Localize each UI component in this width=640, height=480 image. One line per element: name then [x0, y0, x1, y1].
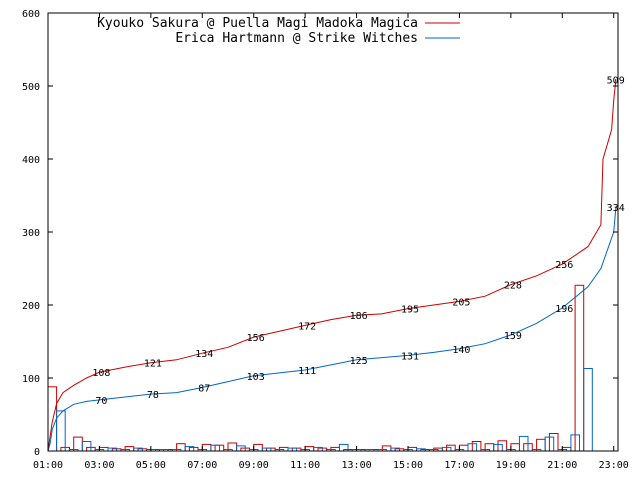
- y-tick-label: 200: [22, 301, 40, 312]
- data-label-series-2: 196: [555, 304, 573, 315]
- x-tick-label: 11:00: [290, 460, 320, 471]
- cumulative-line-series-2: [47, 207, 617, 452]
- y-tick-label: 500: [22, 82, 40, 93]
- histogram-bar-series-2: [583, 368, 593, 452]
- data-label-series-1: 195: [401, 305, 419, 316]
- x-tick-label: 23:00: [599, 460, 629, 471]
- data-label-series-2: 87: [198, 384, 210, 395]
- data-label-series-2: 111: [298, 366, 316, 377]
- x-tick-label: 07:00: [187, 460, 217, 471]
- data-label-series-2: 103: [247, 372, 265, 383]
- data-label-series-1: 156: [247, 333, 265, 344]
- plot-frame: [47, 12, 619, 452]
- y-tick-label: 600: [22, 9, 40, 20]
- legend-label-series-1: Kyouko Sakura @ Puella Magi Madoka Magic…: [97, 16, 418, 31]
- data-label-series-2: 125: [350, 356, 368, 367]
- data-label-series-2: 159: [504, 331, 522, 342]
- x-tick-label: 01:00: [33, 460, 63, 471]
- data-label-series-1: 228: [504, 281, 522, 292]
- data-label-series-2: 70: [95, 396, 107, 407]
- data-label-series-1: 172: [298, 321, 316, 332]
- legend-label-series-2: Erica Hartmann @ Strike Witches: [175, 31, 418, 46]
- y-tick-label: 300: [22, 228, 40, 239]
- data-label-series-1: 256: [555, 260, 573, 271]
- data-label-series-1: 205: [452, 297, 470, 308]
- data-label-series-1: 121: [144, 359, 162, 370]
- x-tick-label: 21:00: [547, 460, 577, 471]
- data-label-series-1: 134: [195, 349, 213, 360]
- data-label-series-1: 108: [92, 368, 110, 379]
- y-tick-label: 0: [34, 447, 40, 458]
- histogram-bar-series-1: [73, 436, 83, 452]
- x-tick-label: 03:00: [84, 460, 114, 471]
- cumulative-line-series-1: [47, 79, 617, 452]
- data-label-series-2: 334: [607, 203, 625, 214]
- data-label-series-1: 186: [350, 311, 368, 322]
- histogram-bar-series-1: [574, 284, 585, 452]
- x-tick-label: 13:00: [342, 460, 372, 471]
- x-tick-label: 15:00: [393, 460, 423, 471]
- data-label-series-2: 140: [452, 345, 470, 356]
- data-label-series-2: 131: [401, 351, 419, 362]
- x-tick-label: 17:00: [444, 460, 474, 471]
- y-tick-label: 400: [22, 155, 40, 166]
- data-label-series-1: 509: [607, 75, 625, 86]
- x-tick-label: 19:00: [496, 460, 526, 471]
- x-tick-label: 09:00: [239, 460, 269, 471]
- x-tick-label: 05:00: [136, 460, 166, 471]
- y-tick-label: 100: [22, 374, 40, 385]
- data-label-series-2: 78: [147, 390, 159, 401]
